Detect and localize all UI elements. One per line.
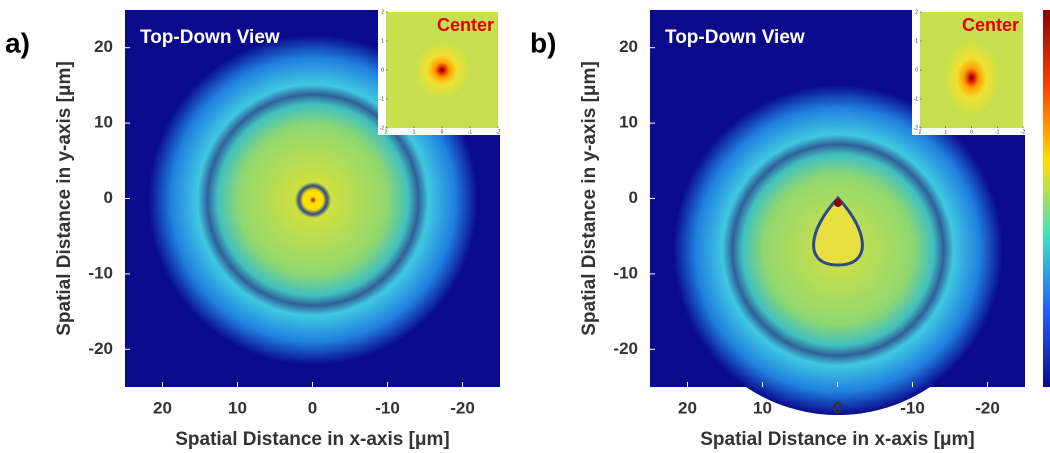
inset-y-tick-label: 2 <box>381 9 384 15</box>
central-plume <box>812 195 864 267</box>
plot-title: Top-Down View <box>140 27 280 48</box>
inset-y-tick-label: -2 <box>380 125 385 131</box>
y-tick-label: 10 <box>619 113 638 132</box>
inset-hotspot <box>412 40 472 100</box>
inset-y-tick-label: 1 <box>915 38 918 44</box>
inset-y-tick-label: 0 <box>381 67 384 73</box>
colorbar <box>1043 10 1050 387</box>
inset-y-tick-label: 1 <box>381 38 384 44</box>
x-axis-label: Spatial Distance in x-axis [μm] <box>175 429 450 450</box>
x-tick-label: 0 <box>308 398 317 417</box>
x-tick-label: -20 <box>975 398 1000 417</box>
x-axis-label: Spatial Distance in x-axis [μm] <box>700 429 975 450</box>
panel-label: b) <box>530 27 556 58</box>
inset-y-tick-label: -2 <box>914 125 919 131</box>
inset-x-tick-label: 1 <box>944 129 947 135</box>
inset-y-tick-label: 2 <box>915 9 918 15</box>
inset-x-tick-label: 2 <box>919 129 922 135</box>
inset-y-tick-label: -1 <box>380 96 385 102</box>
y-tick-label: -20 <box>613 339 638 358</box>
x-tick-label: -10 <box>375 398 400 417</box>
inset-x-tick-label: 0 <box>970 129 973 135</box>
panel-label: a) <box>5 27 30 58</box>
central-spot <box>834 199 842 207</box>
y-axis-label: Spatial Distance in y-axis [μm] <box>579 61 600 336</box>
inset-hotspot <box>941 38 1002 118</box>
y-tick-label: -20 <box>88 339 113 358</box>
inset-y-tick-label: 0 <box>915 67 918 73</box>
inset-y-tick-label: -1 <box>914 96 919 102</box>
x-tick-label: 20 <box>678 398 697 417</box>
y-tick-label: 10 <box>94 113 113 132</box>
y-tick-label: 0 <box>104 188 113 207</box>
inset-x-tick-label: 1 <box>413 129 416 135</box>
inset-x-tick-label: -1 <box>468 129 473 135</box>
y-tick-label: 20 <box>94 37 113 56</box>
x-tick-label: -10 <box>900 398 925 417</box>
y-axis-label: Spatial Distance in y-axis [μm] <box>54 61 75 336</box>
x-tick-label: 20 <box>153 398 172 417</box>
x-tick-label: 0 <box>833 398 842 417</box>
plot-title: Top-Down View <box>665 27 805 48</box>
inset-x-tick-label: -2 <box>1021 129 1026 135</box>
x-tick-label: 10 <box>753 398 772 417</box>
inset-x-tick-label: 0 <box>441 129 444 135</box>
inset-x-tick-label: -1 <box>995 129 1000 135</box>
y-tick-label: -10 <box>88 263 113 282</box>
inset-title: Center <box>962 15 1019 35</box>
x-tick-label: -20 <box>450 398 475 417</box>
y-tick-label: -10 <box>613 263 638 282</box>
x-tick-label: 10 <box>228 398 247 417</box>
inset-title: Center <box>437 15 494 35</box>
y-tick-label: 20 <box>619 37 638 56</box>
y-tick-label: 0 <box>629 188 638 207</box>
inset-x-tick-label: 2 <box>385 129 388 135</box>
inset-x-tick-label: -2 <box>496 129 501 135</box>
